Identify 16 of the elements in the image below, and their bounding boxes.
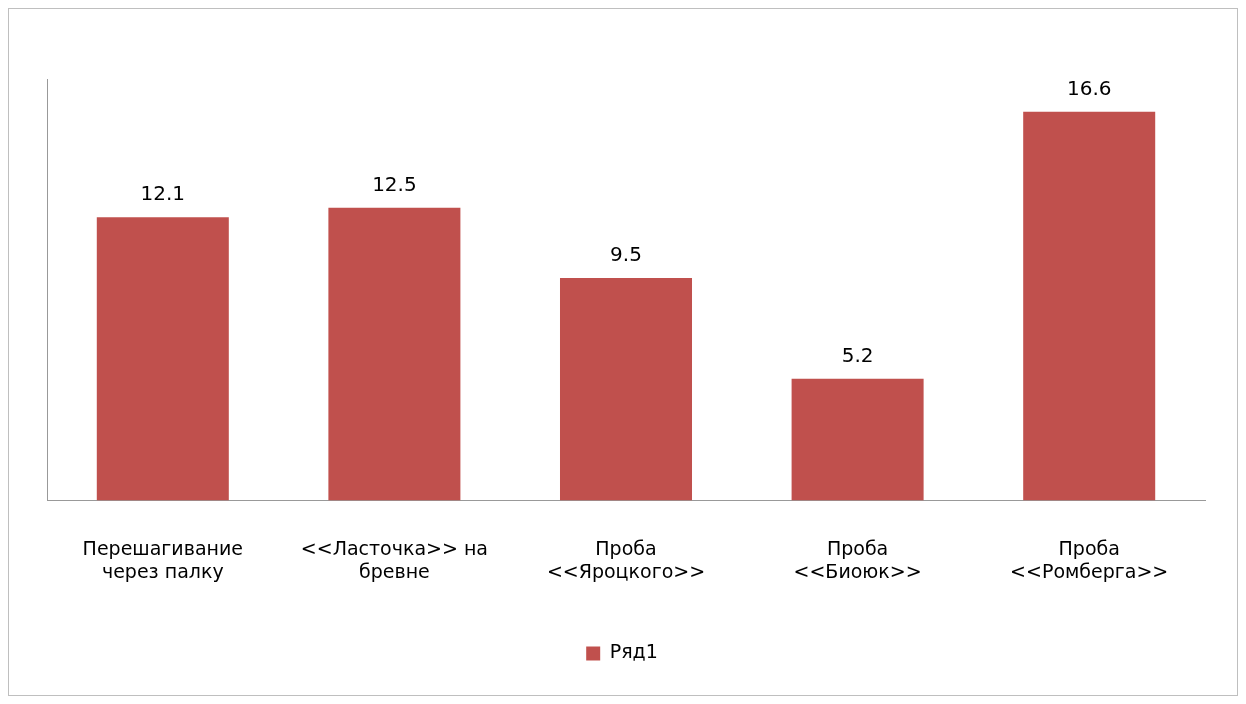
x-tick-label: Проба <<Биоюк>> [793, 536, 922, 582]
legend-label: Ряд1 [609, 640, 658, 663]
data-label: 12.1 [140, 181, 186, 206]
bar [791, 378, 924, 501]
bar [1023, 111, 1156, 501]
x-tick-label: Перешагивание через палку [82, 536, 243, 582]
x-tick-label: Проба <<Ромберга>> [1010, 536, 1169, 582]
bar [96, 217, 229, 501]
data-label: 9.5 [610, 242, 642, 267]
x-tick-label: Проба <<Яроцкого>> [546, 536, 706, 582]
data-label: 16.6 [1066, 75, 1112, 100]
data-label: 5.2 [841, 342, 874, 367]
bar [559, 277, 693, 501]
bar [328, 207, 461, 501]
data-label: 12.5 [372, 171, 417, 196]
x-tick-label: <<Ласточка>> на бревне [300, 536, 488, 582]
